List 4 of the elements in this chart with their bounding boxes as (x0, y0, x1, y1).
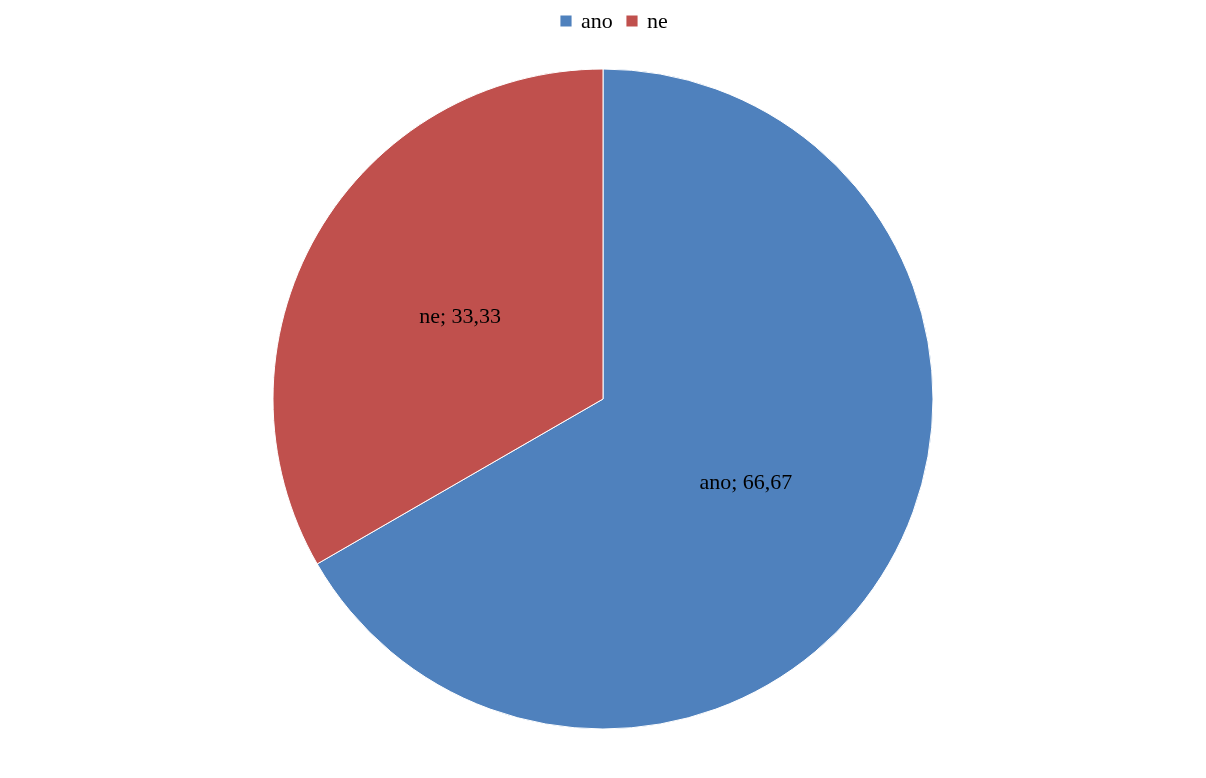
legend-label: ano (581, 8, 613, 33)
legend-label: ne (647, 8, 668, 33)
data-label: ne; 33,33 (419, 303, 502, 329)
data-label: ano; 66,67 (699, 468, 793, 494)
